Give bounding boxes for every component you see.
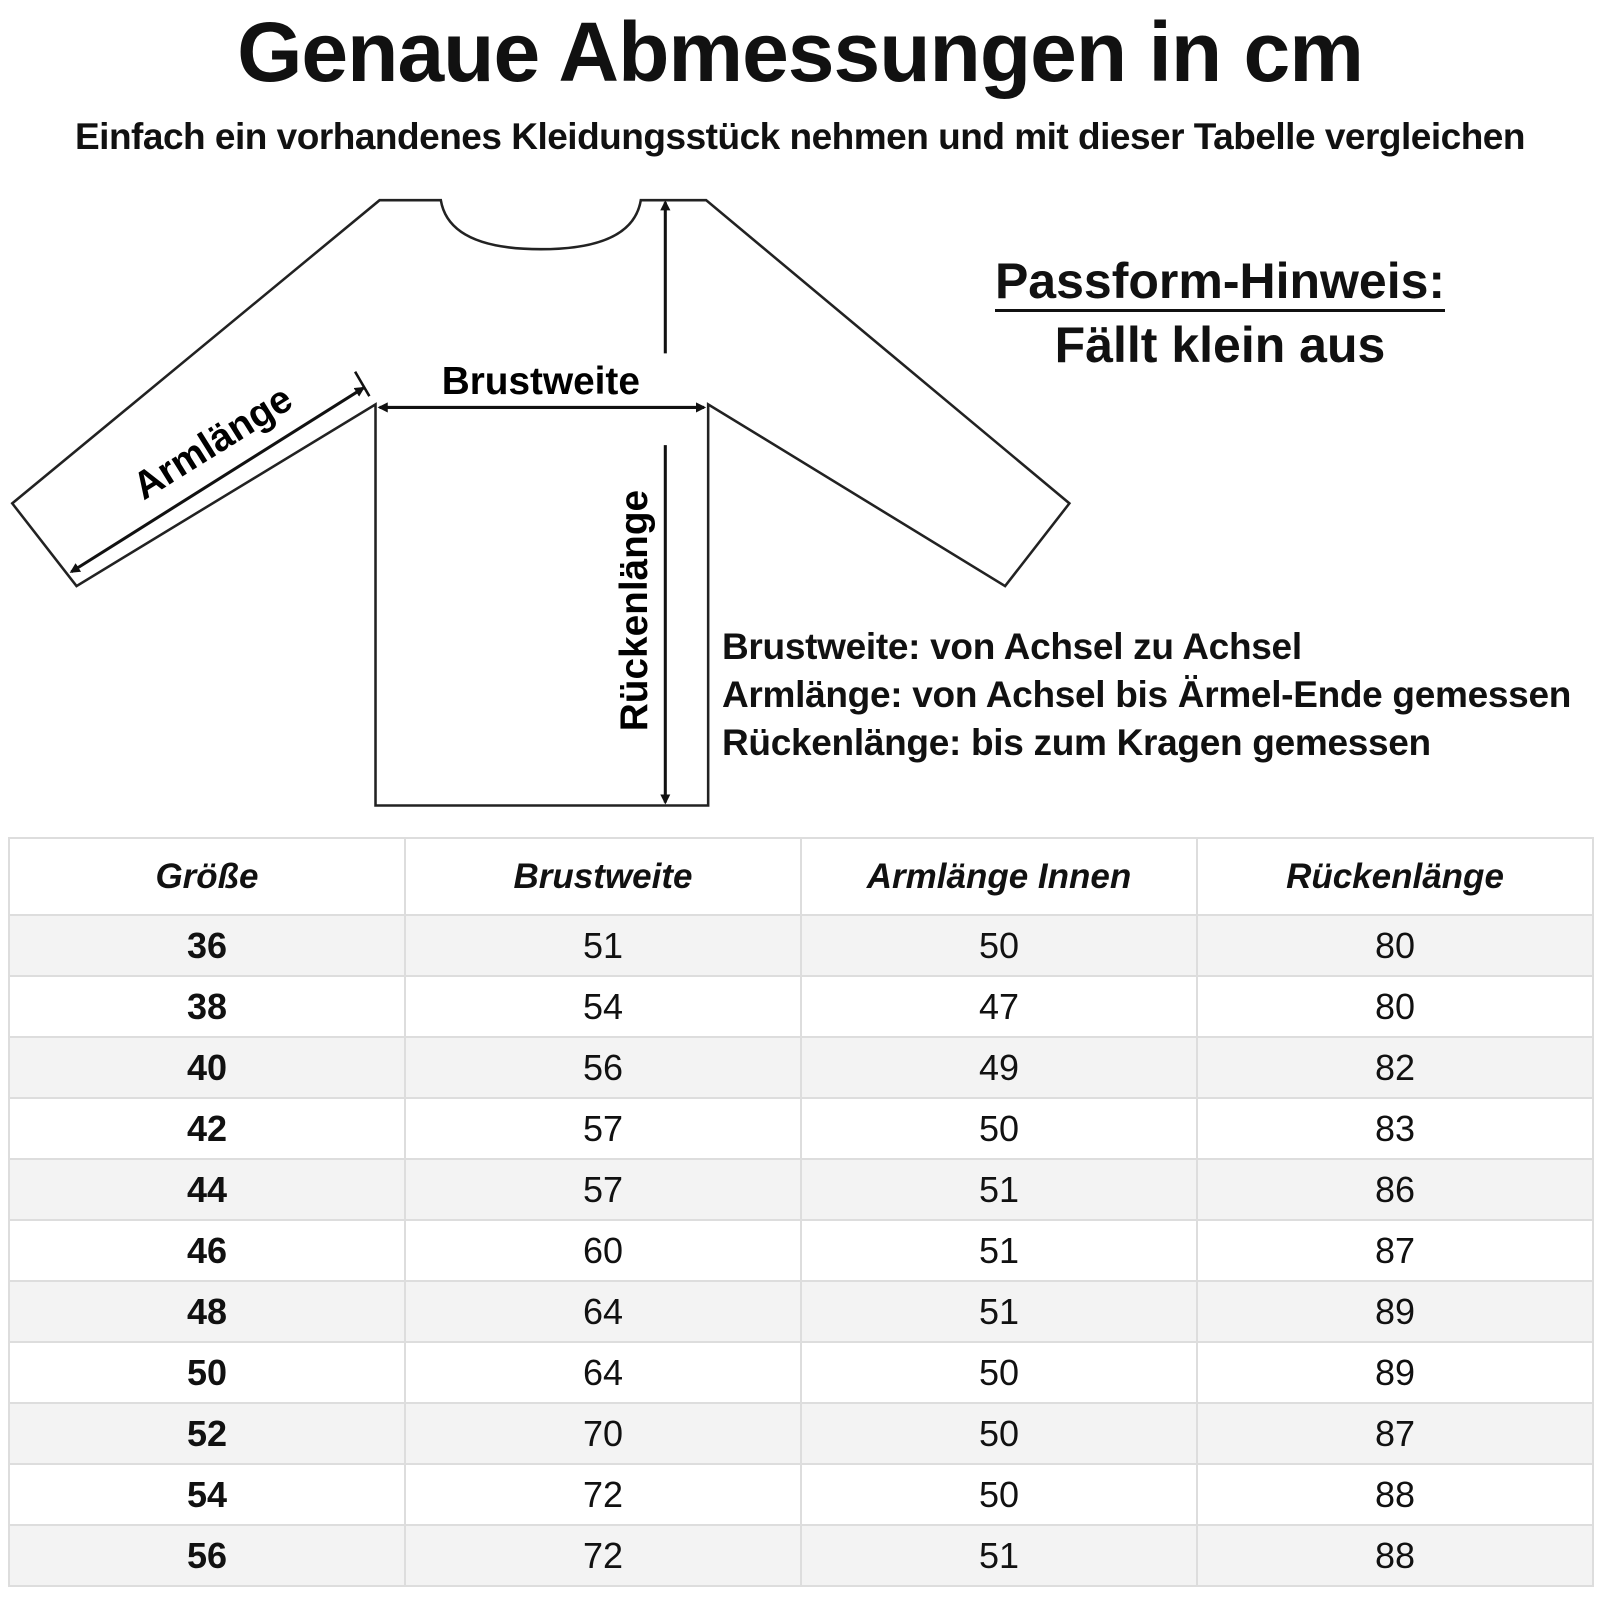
- cell-chest: 60: [404, 1219, 802, 1282]
- cell-size: 54: [8, 1463, 406, 1526]
- cell-back: 88: [1196, 1463, 1594, 1526]
- cell-arm: 50: [800, 1463, 1198, 1526]
- cell-back: 87: [1196, 1219, 1594, 1282]
- cell-size: 52: [8, 1402, 406, 1465]
- cell-size: 48: [8, 1280, 406, 1343]
- cell-arm: 51: [800, 1219, 1198, 1282]
- chest-label: Brustweite: [442, 360, 640, 403]
- page-subtitle: Einfach ein vorhandenes Kleidungsstück n…: [75, 116, 1525, 157]
- cell-size: 44: [8, 1158, 406, 1221]
- cell-chest: 64: [404, 1341, 802, 1404]
- cell-size: 40: [8, 1036, 406, 1099]
- cell-back: 89: [1196, 1341, 1594, 1404]
- cell-back: 88: [1196, 1524, 1594, 1587]
- header-chest: Brustweite: [404, 837, 802, 916]
- cell-size: 42: [8, 1097, 406, 1160]
- cell-back: 87: [1196, 1402, 1594, 1465]
- cell-back: 83: [1196, 1097, 1594, 1160]
- fit-hint-title-text: Passform-Hinweis:: [994, 253, 1446, 312]
- cell-back: 89: [1196, 1280, 1594, 1343]
- cell-size: 56: [8, 1524, 406, 1587]
- table-row: 52 70 50 87: [8, 1402, 1594, 1465]
- table-row: 56 72 51 88: [8, 1524, 1594, 1587]
- table-row: 48 64 51 89: [8, 1280, 1594, 1343]
- sweater-diagram: Brustweite Armlänge Rückenlänge: [10, 198, 1072, 807]
- table-row: 46 60 51 87: [8, 1219, 1594, 1282]
- cell-chest: 57: [404, 1158, 802, 1221]
- description-chest: Brustweite: von Achsel zu Achsel: [722, 626, 1302, 667]
- header-back: Rückenlänge: [1196, 837, 1594, 916]
- cell-size: 46: [8, 1219, 406, 1282]
- cell-arm: 50: [800, 1402, 1198, 1465]
- header-size: Größe: [8, 837, 406, 916]
- cell-back: 80: [1196, 975, 1594, 1038]
- page-title: Genaue Abmessungen in cm: [237, 5, 1364, 99]
- cell-chest: 56: [404, 1036, 802, 1099]
- table-row: 36 51 50 80: [8, 914, 1594, 977]
- table-row: 50 64 50 89: [8, 1341, 1594, 1404]
- size-table: Größe Brustweite Armlänge Innen Rückenlä…: [8, 837, 1594, 1587]
- table-header-row: Größe Brustweite Armlänge Innen Rückenlä…: [8, 837, 1594, 916]
- table-row: 54 72 50 88: [8, 1463, 1594, 1526]
- cell-size: 38: [8, 975, 406, 1038]
- cell-chest: 70: [404, 1402, 802, 1465]
- fit-hint-text: Fällt klein aus: [1054, 317, 1386, 373]
- cell-arm: 51: [800, 1280, 1198, 1343]
- cell-arm: 47: [800, 975, 1198, 1038]
- fit-hint-title: Passform-Hinweis:: [960, 252, 1480, 312]
- description-arm: Armlänge: von Achsel bis Ärmel-Ende geme…: [722, 674, 1572, 715]
- cell-back: 82: [1196, 1036, 1594, 1099]
- cell-arm: 49: [800, 1036, 1198, 1099]
- table-row: 44 57 51 86: [8, 1158, 1594, 1221]
- table-row: 42 57 50 83: [8, 1097, 1594, 1160]
- header-arm: Armlänge Innen: [800, 837, 1198, 916]
- cell-chest: 72: [404, 1524, 802, 1587]
- sweater-outline: [10, 198, 1072, 807]
- cell-chest: 51: [404, 914, 802, 977]
- arm-end-tick: [354, 371, 371, 397]
- cell-chest: 72: [404, 1463, 802, 1526]
- cell-arm: 51: [800, 1524, 1198, 1587]
- back-length-label: Rückenlänge: [613, 490, 656, 731]
- cell-chest: 64: [404, 1280, 802, 1343]
- cell-size: 36: [8, 914, 406, 977]
- cell-back: 80: [1196, 914, 1594, 977]
- cell-arm: 50: [800, 914, 1198, 977]
- cell-chest: 54: [404, 975, 802, 1038]
- cell-size: 50: [8, 1341, 406, 1404]
- arm-length-arrow: [69, 386, 365, 574]
- cell-back: 86: [1196, 1158, 1594, 1221]
- description-back: Rückenlänge: bis zum Kragen gemessen: [722, 722, 1431, 763]
- cell-chest: 57: [404, 1097, 802, 1160]
- cell-arm: 50: [800, 1341, 1198, 1404]
- cell-arm: 51: [800, 1158, 1198, 1221]
- table-row: 38 54 47 80: [8, 975, 1594, 1038]
- cell-arm: 50: [800, 1097, 1198, 1160]
- table-row: 40 56 49 82: [8, 1036, 1594, 1099]
